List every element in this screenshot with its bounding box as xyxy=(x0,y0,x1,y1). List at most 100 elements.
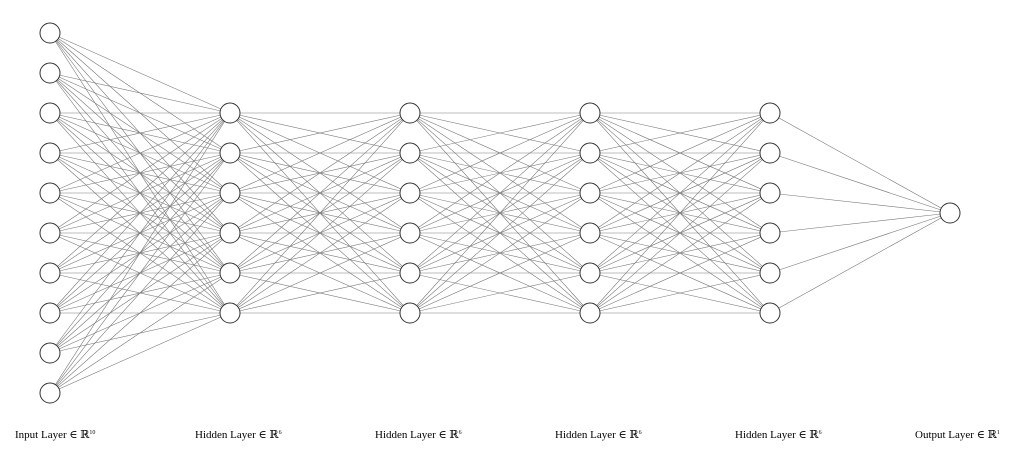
edge-l3n5-l4n3 xyxy=(589,232,771,314)
neuron-layer3-unit1 xyxy=(579,142,601,164)
edge-l0n8-l1n0 xyxy=(49,112,231,354)
edge-l1n5-l2n3 xyxy=(229,232,411,314)
edge-l1n5-l2n2 xyxy=(229,192,411,314)
edge-l2n2-l3n0 xyxy=(409,112,591,194)
neuron-layer3-unit0 xyxy=(579,102,601,124)
edge-l4n0-l5n0 xyxy=(769,112,951,214)
edge-l0n6-l1n0 xyxy=(49,112,231,274)
layer-label-0: Input Layer ∈ ℝ10 xyxy=(15,429,95,441)
layer-label-2: Hidden Layer ∈ ℝ6 xyxy=(375,429,462,441)
neuron-layer3-unit3 xyxy=(579,222,601,244)
neuron-layer0-unit4 xyxy=(39,182,61,204)
edge-l0n9-l1n1 xyxy=(49,152,231,394)
neuron-layer2-unit3 xyxy=(399,222,421,244)
edge-l4n5-l5n0 xyxy=(769,212,951,314)
neuron-layer0-unit0 xyxy=(39,22,61,44)
edge-l2n1-l3n0 xyxy=(409,112,591,154)
edge-l1n5-l2n0 xyxy=(229,112,411,314)
edge-l2n5-l3n3 xyxy=(409,232,591,314)
layer-label-3: Hidden Layer ∈ ℝ6 xyxy=(555,429,642,441)
neuron-layer0-unit3 xyxy=(39,142,61,164)
neuron-nodes xyxy=(39,22,961,404)
layer-label-1: Hidden Layer ∈ ℝ6 xyxy=(195,429,282,441)
layer-labels: Input Layer ∈ ℝ10 Hidden Layer ∈ ℝ6 Hidden… xyxy=(15,429,1000,441)
neuron-layer0-unit9 xyxy=(39,382,61,404)
edge-l3n1-l4n0 xyxy=(589,112,771,154)
neuron-layer1-unit3 xyxy=(219,222,241,244)
layer-label-5: Output Layer ∈ ℝ1 xyxy=(915,429,1000,441)
edge-l0n9-l1n4 xyxy=(49,272,231,394)
edge-l0n9-l1n3 xyxy=(49,232,231,394)
edge-l1n2-l2n0 xyxy=(229,112,411,194)
neuron-layer2-unit0 xyxy=(399,102,421,124)
neuron-layer1-unit2 xyxy=(219,182,241,204)
edge-l2n5-l3n1 xyxy=(409,152,591,314)
edge-l3n2-l4n0 xyxy=(589,112,771,194)
neuron-layer0-unit2 xyxy=(39,102,61,124)
neuron-layer2-unit5 xyxy=(399,302,421,324)
edge-l0n9-l1n2 xyxy=(49,192,231,394)
neuron-layer3-unit5 xyxy=(579,302,601,324)
edge-l2n3-l3n0 xyxy=(409,112,591,234)
connection-edges xyxy=(49,32,951,394)
layer-dimension: 6 xyxy=(279,430,282,436)
edge-l0n3-l1n0 xyxy=(49,112,231,154)
neuron-layer3-unit4 xyxy=(579,262,601,284)
edge-l3n4-l4n0 xyxy=(589,112,771,274)
edge-l3n5-l4n0 xyxy=(589,112,771,314)
edge-l3n5-l4n4 xyxy=(589,272,771,314)
neuron-layer4-unit3 xyxy=(759,222,781,244)
layer-label-text: Input Layer ∈ ℝ xyxy=(15,429,90,441)
neuron-layer4-unit0 xyxy=(759,102,781,124)
edge-l0n9-l1n5 xyxy=(49,312,231,394)
edge-l2n5-l3n2 xyxy=(409,192,591,314)
edge-l4n2-l5n0 xyxy=(769,192,951,214)
edge-l1n1-l2n0 xyxy=(229,112,411,154)
layer-dimension: 6 xyxy=(459,430,462,436)
neuron-layer1-unit4 xyxy=(219,262,241,284)
edge-l3n3-l4n0 xyxy=(589,112,771,234)
neuron-layer5-unit0 xyxy=(939,202,961,224)
neuron-layer1-unit0 xyxy=(219,102,241,124)
layer-dimension: 6 xyxy=(639,430,642,436)
neuron-layer1-unit5 xyxy=(219,302,241,324)
layer-label-text: Hidden Layer ∈ ℝ xyxy=(555,429,639,441)
edge-l0n9-l1n0 xyxy=(49,112,231,394)
edge-l0n1-l1n0 xyxy=(49,72,231,114)
layer-label-text: Output Layer ∈ ℝ xyxy=(915,429,998,441)
edge-l0n5-l1n0 xyxy=(49,112,231,234)
edge-l0n0-l1n0 xyxy=(49,32,231,114)
neuron-layer2-unit2 xyxy=(399,182,421,204)
edge-l3n5-l4n2 xyxy=(589,192,771,314)
edge-l1n4-l2n0 xyxy=(229,112,411,274)
layer-label-text: Hidden Layer ∈ ℝ xyxy=(375,429,459,441)
edge-l4n1-l5n0 xyxy=(769,152,951,214)
neuron-layer1-unit1 xyxy=(219,142,241,164)
neuron-layer4-unit5 xyxy=(759,302,781,324)
layer-dimension: 1 xyxy=(997,430,1000,436)
edge-l1n3-l2n0 xyxy=(229,112,411,234)
neuron-layer2-unit1 xyxy=(399,142,421,164)
neuron-layer0-unit6 xyxy=(39,262,61,284)
neuron-layer4-unit4 xyxy=(759,262,781,284)
layer-label-4: Hidden Layer ∈ ℝ6 xyxy=(735,429,822,441)
edge-l4n4-l5n0 xyxy=(769,212,951,274)
edge-l0n7-l1n0 xyxy=(49,112,231,314)
neuron-layer4-unit1 xyxy=(759,142,781,164)
layer-label-text: Hidden Layer ∈ ℝ xyxy=(195,429,279,441)
layer-dimension: 10 xyxy=(89,430,95,436)
neuron-layer4-unit2 xyxy=(759,182,781,204)
layer-dimension: 6 xyxy=(819,430,822,436)
neuron-layer0-unit7 xyxy=(39,302,61,324)
edge-l1n5-l2n4 xyxy=(229,272,411,314)
edge-l4n3-l5n0 xyxy=(769,212,951,234)
edge-l2n5-l3n0 xyxy=(409,112,591,314)
edge-l2n4-l3n0 xyxy=(409,112,591,274)
edge-l0n4-l1n0 xyxy=(49,112,231,194)
neuron-layer0-unit5 xyxy=(39,222,61,244)
edge-l2n5-l3n4 xyxy=(409,272,591,314)
edge-l1n5-l2n1 xyxy=(229,152,411,314)
neuron-layer0-unit1 xyxy=(39,62,61,84)
neuron-layer2-unit4 xyxy=(399,262,421,284)
